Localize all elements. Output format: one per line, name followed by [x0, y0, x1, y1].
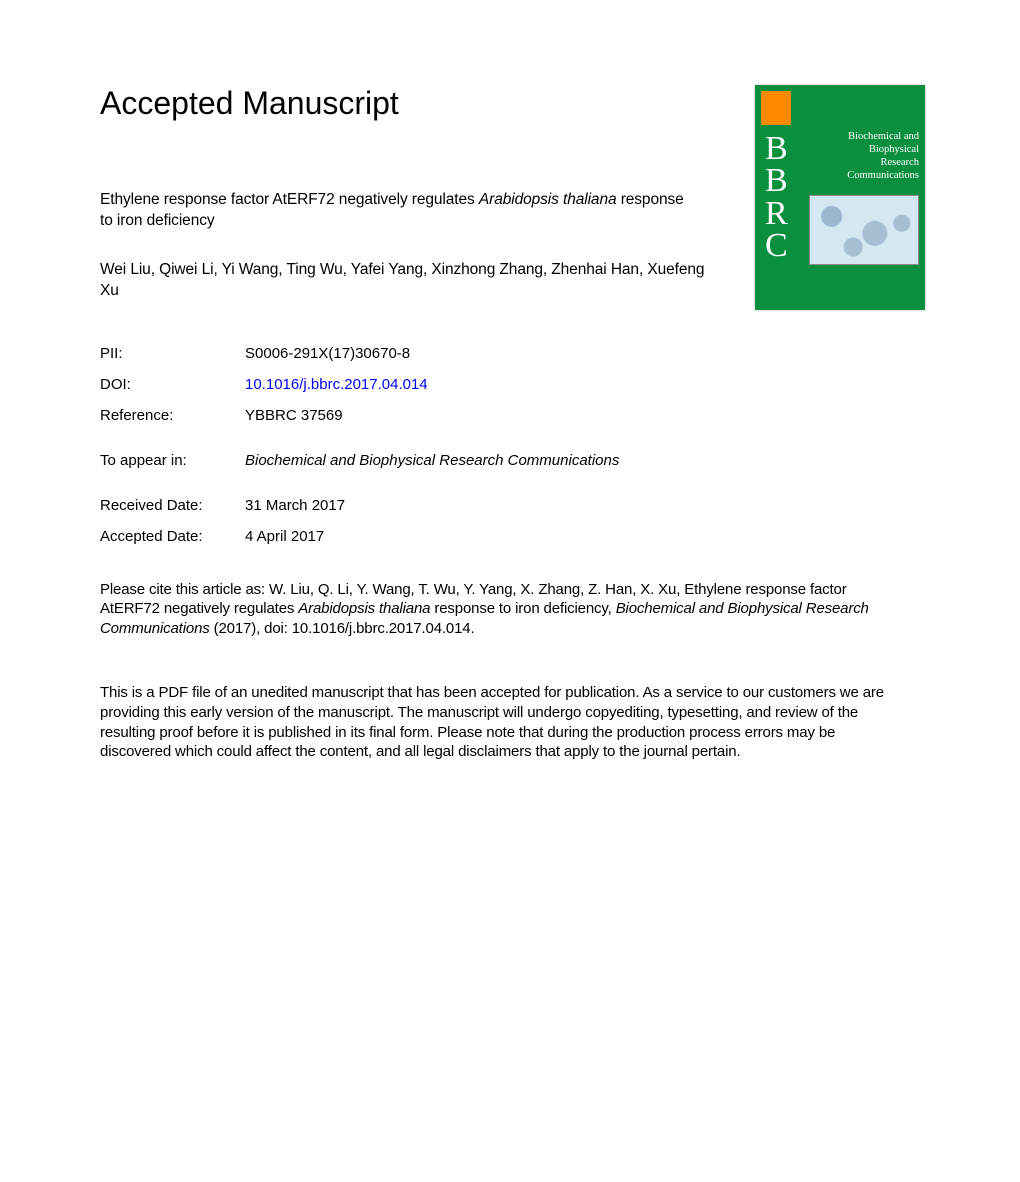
citation-italic: Arabidopsis thaliana — [298, 600, 430, 617]
citation-text: response to iron deficiency, — [430, 600, 615, 617]
pii-row: PII: S0006-291X(17)30670-8 — [100, 346, 920, 361]
citation-paragraph: Please cite this article as: W. Liu, Q. … — [100, 580, 890, 639]
metadata-table: PII: S0006-291X(17)30670-8 DOI: 10.1016/… — [100, 346, 920, 544]
reference-value: YBBRC 37569 — [245, 408, 343, 423]
author-list: Wei Liu, Qiwei Li, Yi Wang, Ting Wu, Yaf… — [100, 260, 720, 302]
journal-cover-thumbnail: Biochemical and Biophysical Research Com… — [755, 85, 925, 310]
disclaimer-paragraph: This is a PDF file of an unedited manusc… — [100, 683, 910, 762]
accepted-value: 4 April 2017 — [245, 529, 324, 544]
doi-row: DOI: 10.1016/j.bbrc.2017.04.014 — [100, 377, 920, 392]
received-row: Received Date: 31 March 2017 — [100, 498, 920, 513]
doi-label: DOI: — [100, 377, 245, 392]
reference-row: Reference: YBBRC 37569 — [100, 408, 920, 423]
to-appear-value: Biochemical and Biophysical Research Com… — [245, 453, 619, 468]
citation-text: (2017), doi: 10.1016/j.bbrc.2017.04.014. — [210, 620, 475, 637]
acronym-letter: B — [765, 165, 795, 197]
journal-title-line: Biophysical — [869, 144, 919, 155]
acronym-letter: C — [765, 230, 795, 262]
to-appear-label: To appear in: — [100, 453, 245, 468]
pii-value: S0006-291X(17)30670-8 — [245, 346, 410, 361]
reference-label: Reference: — [100, 408, 245, 423]
accepted-row: Accepted Date: 4 April 2017 — [100, 529, 920, 544]
to-appear-row: To appear in: Biochemical and Biophysica… — [100, 453, 920, 468]
acronym-letter: B — [765, 133, 795, 165]
journal-title-on-cover: Biochemical and Biophysical Research Com… — [809, 130, 919, 183]
journal-title-line: Research — [881, 157, 919, 168]
title-part: Ethylene response factor AtERF72 negativ… — [100, 191, 479, 208]
received-label: Received Date: — [100, 498, 245, 513]
journal-title-line: Communications — [847, 170, 919, 181]
article-title: Ethylene response factor AtERF72 negativ… — [100, 190, 700, 232]
title-italic: Arabidopsis thaliana — [479, 191, 617, 208]
cover-artwork — [809, 195, 919, 265]
doi-link[interactable]: 10.1016/j.bbrc.2017.04.014 — [245, 377, 428, 392]
elsevier-logo-icon — [761, 91, 791, 125]
pii-label: PII: — [100, 346, 245, 361]
accepted-label: Accepted Date: — [100, 529, 245, 544]
received-value: 31 March 2017 — [245, 498, 345, 513]
acronym-letter: R — [765, 198, 795, 230]
journal-title-line: Biochemical and — [848, 131, 919, 142]
journal-acronym: B B R C — [765, 133, 795, 262]
